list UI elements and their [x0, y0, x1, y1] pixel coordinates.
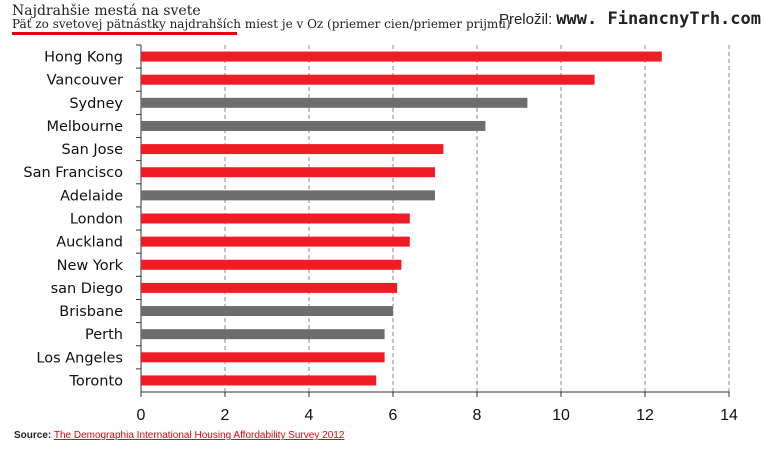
x-tick-label: 14 [720, 407, 738, 424]
credit-site-link[interactable]: www. FinancnyTrh.com [556, 9, 761, 29]
bar-chart: 0 2 4 6 8 10 12 14 Hong Kong Vancouver Sydney Melbo… [23, 44, 738, 424]
category-label: Auckland [56, 235, 123, 251]
bar [141, 167, 435, 178]
bar [141, 259, 402, 270]
category-label: Los Angeles [36, 350, 123, 366]
x-tick-label: 4 [305, 407, 314, 424]
translator-credit: Preložil: www. FinancnyTrh.com [499, 9, 761, 29]
chart-subtitle: Päť zo svetovej pätnástky najdrahších mi… [12, 17, 511, 31]
category-label: Toronto [68, 373, 123, 389]
bar [141, 97, 528, 108]
category-label: Vancouver [47, 73, 123, 89]
bar [141, 329, 385, 340]
bar [141, 74, 595, 85]
category-label: San Jose [61, 142, 123, 158]
bar [141, 306, 393, 317]
x-tick-label: 12 [636, 407, 654, 424]
subtitle-underline [12, 32, 237, 35]
source-link[interactable]: The Demographia International Housing Af… [53, 430, 345, 441]
category-label: New York [57, 258, 124, 274]
category-label: Melbourne [46, 119, 123, 135]
bar [141, 236, 410, 247]
category-label: London [70, 212, 123, 228]
category-label: Sydney [69, 96, 123, 112]
bar [141, 282, 398, 293]
source-label: Source: [14, 430, 52, 441]
category-label: Perth [85, 327, 123, 343]
category-label: San Francisco [23, 165, 123, 181]
x-tick-label: 10 [552, 407, 570, 424]
credit-label: Preložil: [498, 11, 553, 28]
x-tick-label: 0 [137, 407, 146, 424]
chart-title: Najdrahšie mestá na svete [12, 3, 201, 19]
bar [141, 375, 377, 386]
bar [141, 190, 435, 201]
x-tick-label: 6 [389, 407, 398, 424]
bar [141, 51, 662, 62]
category-label: Adelaide [60, 188, 123, 204]
source-note: Source: The Demographia International Ho… [14, 430, 344, 441]
x-tick-label: 8 [473, 407, 482, 424]
category-label: Hong Kong [44, 50, 123, 66]
category-label: san Diego [51, 281, 124, 297]
category-label: Brisbane [59, 304, 123, 320]
x-tick-label: 2 [221, 407, 230, 424]
bar [141, 120, 486, 131]
bar [141, 213, 410, 224]
bar [141, 352, 385, 363]
bar [141, 144, 444, 155]
